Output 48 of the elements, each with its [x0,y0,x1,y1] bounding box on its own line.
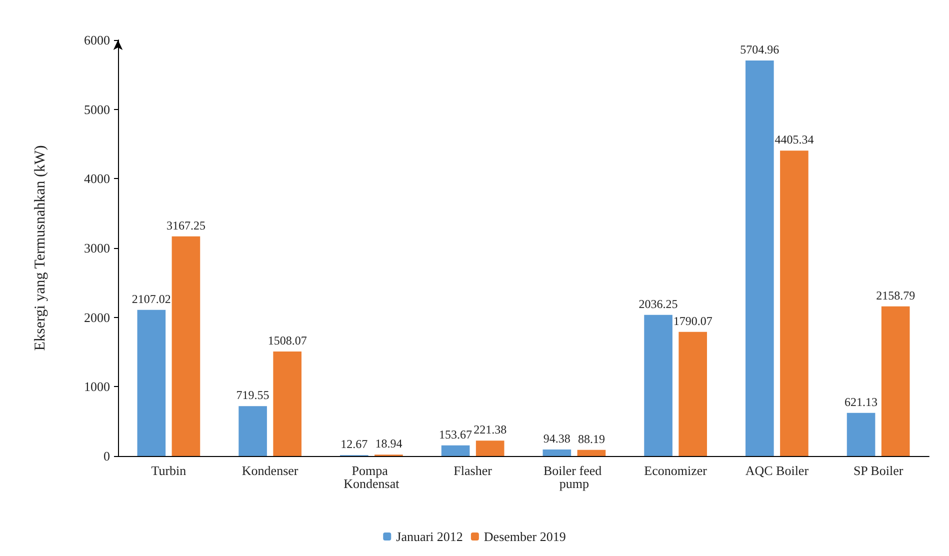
data-label: 18.94 [375,436,402,451]
x-tick-label: Economizer [644,463,708,478]
y-tick-label: 6000 [84,32,110,48]
legend-label: Desember 2019 [484,529,566,544]
data-label: 3167.25 [166,218,206,232]
bar [172,236,200,456]
data-label: 94.38 [543,431,570,446]
bar [644,314,672,456]
data-label: 221.38 [474,422,507,437]
bar [846,412,876,456]
x-tick-label: SP Boiler [853,463,904,478]
data-label: 5704.96 [740,42,780,56]
bar [881,306,910,456]
data-label: 621.13 [844,394,878,409]
bar [542,449,572,456]
data-label: 153.67 [439,427,472,442]
x-tick-label: Turbin [151,463,187,478]
y-tick-label: 2000 [84,310,110,325]
bar [476,440,504,456]
data-label: 1508.07 [268,333,307,348]
bar [137,310,166,456]
bar [441,445,470,456]
y-tick-label: 5000 [84,102,110,117]
x-tick-label: Pompa Kondensat [344,463,400,491]
bar [273,351,302,456]
bar [780,150,808,456]
y-tick-label: 1000 [84,379,110,394]
data-label: 2036.25 [638,296,678,311]
bar [238,406,267,456]
x-tick-label: AQC Boiler [745,463,810,478]
x-tick-label: Boiler feed pump [544,463,605,491]
y-tick-label: 3000 [84,240,110,256]
x-tick-label: Kondenser [242,463,299,478]
data-label: 2158.79 [876,288,916,302]
y-tick-label: 0 [104,448,110,464]
bar [746,60,774,456]
data-label: 4405.34 [774,132,814,147]
data-label: 1790.07 [673,314,712,328]
data-label: 719.55 [236,388,270,402]
bar [577,450,606,456]
bar [678,332,707,456]
data-label: 88.19 [578,432,605,446]
y-tick-label: 4000 [84,171,110,186]
x-tick-label: Flasher [454,463,493,478]
y-axis-title: Eksergi yang Termusnahkan (kW) [32,145,48,351]
data-label: 12.67 [340,437,368,452]
legend-label: Januari 2012 [396,529,463,544]
data-label: 2107.02 [132,292,171,306]
